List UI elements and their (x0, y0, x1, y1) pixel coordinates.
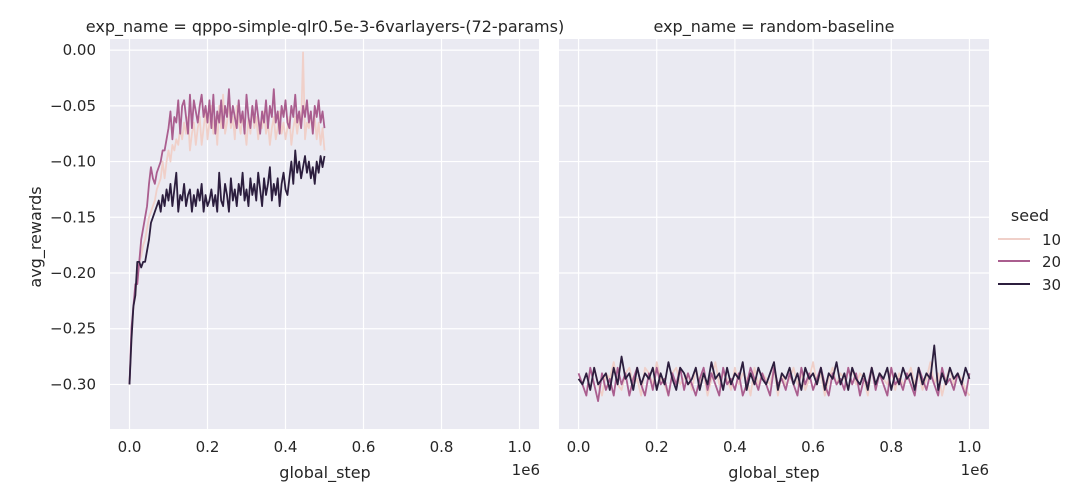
series-lines (128, 51, 326, 385)
legend-label: 30 (1042, 276, 1061, 294)
x-tick-label: 1.0 (508, 438, 532, 456)
y-tick-labels: 0.00 −0.05 −0.10 −0.15 −0.20 −0.25 −0.30 (50, 41, 96, 393)
x-tick-label: 0.4 (723, 438, 747, 456)
legend-entry: 10 (998, 231, 1061, 249)
legend-label: 10 (1042, 231, 1061, 249)
y-axis-label: avg_rewards (26, 186, 46, 287)
y-tick-label: −0.20 (50, 264, 96, 282)
facet-panel-left: 0.0 0.2 0.4 0.6 0.8 1.0 0.00 −0.05 −0.10 −0.15 −0… (26, 17, 564, 483)
series-line-seed-10 (128, 51, 326, 385)
x-tick-label: 0.0 (118, 438, 142, 456)
series-line-seed-20 (128, 88, 326, 385)
series-line-seed-30 (128, 149, 326, 385)
x-tick-label: 0.6 (801, 438, 825, 456)
x-axis-label: global_step (279, 463, 370, 483)
facet-panel-right: 0.0 0.2 0.4 0.6 0.8 1.0 exp_name = random-bas… (559, 17, 989, 483)
x-tick-label: 0.6 (352, 438, 376, 456)
x-tick-label: 1.0 (958, 438, 982, 456)
legend-label: 20 (1042, 253, 1061, 271)
plot-area-background (110, 39, 539, 429)
y-tick-label: −0.15 (50, 208, 96, 226)
x-tick-label: 0.8 (430, 438, 454, 456)
y-tick-label: −0.25 (50, 320, 96, 338)
y-tick-label: 0.00 (63, 41, 96, 59)
legend-entry: 20 (998, 253, 1061, 271)
legend-title: seed (1011, 206, 1049, 225)
series-lines (577, 344, 971, 403)
y-tick-label: −0.10 (50, 153, 96, 171)
series-line-seed-30 (577, 344, 971, 391)
x-tick-label: 0.2 (645, 438, 669, 456)
x-tick-labels: 0.0 0.2 0.4 0.6 0.8 1.0 (567, 438, 982, 456)
x-offset-label: 1e6 (512, 461, 540, 479)
x-tick-label: 0.4 (274, 438, 298, 456)
facet-title: exp_name = random-baseline (654, 17, 895, 37)
legend-entry: 30 (998, 276, 1061, 294)
x-tick-label: 0.2 (196, 438, 220, 456)
y-tick-label: −0.30 (50, 375, 96, 393)
x-axis-label: global_step (728, 463, 819, 483)
y-tick-label: −0.05 (50, 97, 96, 115)
x-offset-label: 1e6 (961, 461, 989, 479)
x-tick-label: 0.8 (879, 438, 903, 456)
x-tick-labels: 0.0 0.2 0.4 0.6 0.8 1.0 (118, 438, 532, 456)
facet-title: exp_name = qppo-simple-qlr0.5e-3-6varlay… (86, 17, 564, 37)
legend: seed 10 20 30 (998, 206, 1061, 294)
x-tick-label: 0.0 (567, 438, 591, 456)
